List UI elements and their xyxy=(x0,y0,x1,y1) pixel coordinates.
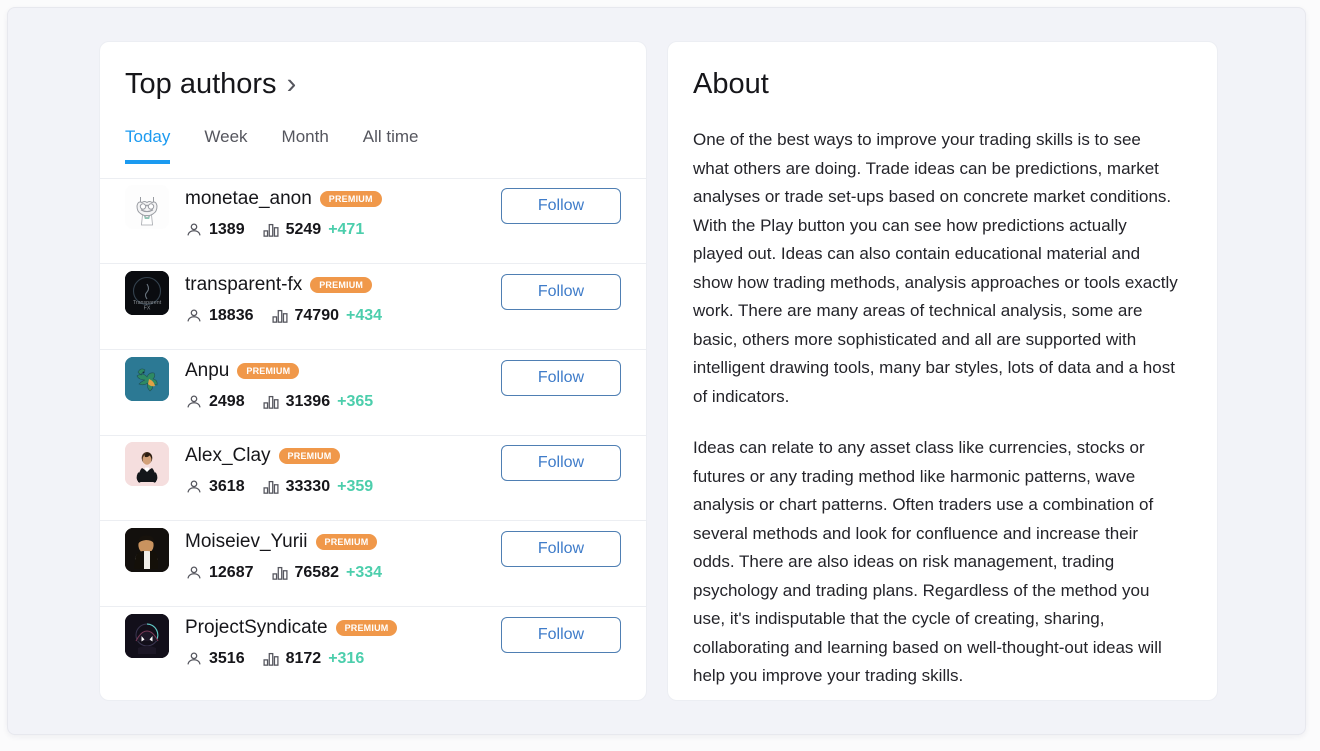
svg-text:FX: FX xyxy=(144,305,151,311)
